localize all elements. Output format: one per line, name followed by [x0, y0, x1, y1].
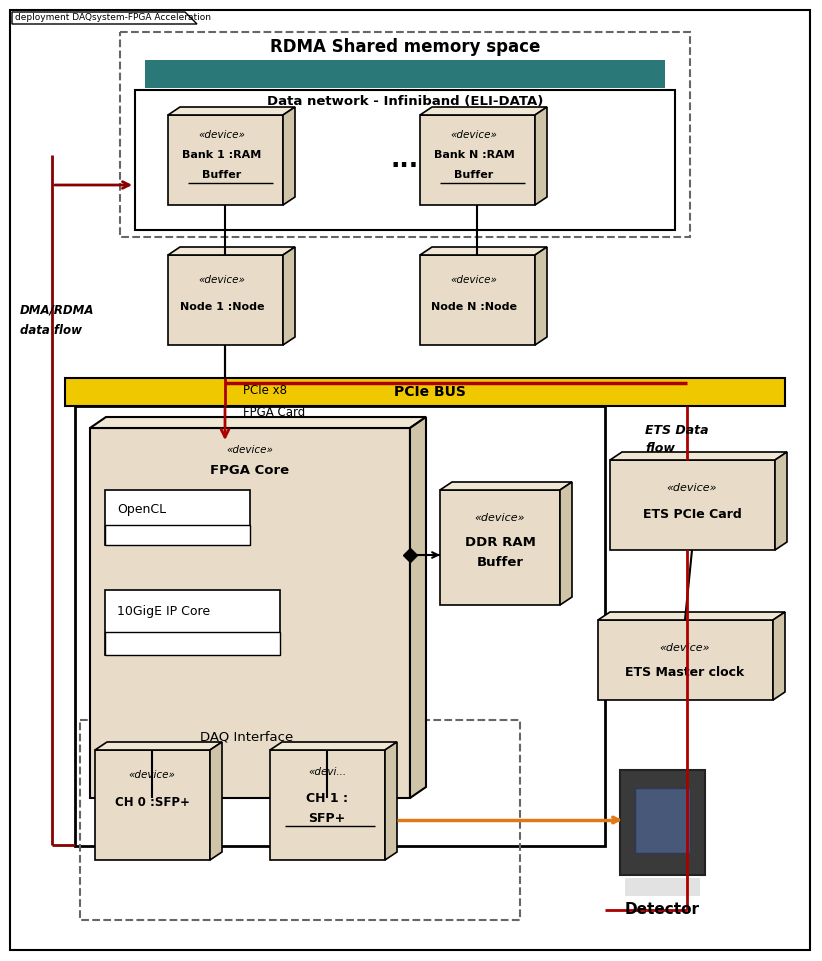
Text: DDR RAM: DDR RAM: [464, 535, 535, 549]
Polygon shape: [12, 12, 197, 24]
Bar: [105, 632, 280, 655]
Polygon shape: [610, 452, 787, 460]
Text: ETS PCIe Card: ETS PCIe Card: [643, 508, 741, 522]
Polygon shape: [420, 107, 547, 115]
Text: «device»: «device»: [667, 483, 718, 493]
Bar: [105, 525, 250, 545]
Polygon shape: [168, 107, 295, 115]
Text: Buffer: Buffer: [202, 170, 242, 180]
Text: PCIe x8: PCIe x8: [243, 383, 287, 397]
Polygon shape: [535, 107, 547, 205]
Text: FPGA Card: FPGA Card: [243, 407, 305, 420]
Bar: [635, 788, 690, 853]
Polygon shape: [168, 115, 283, 205]
Bar: [80, 720, 520, 920]
Text: Buffer: Buffer: [455, 170, 494, 180]
Bar: [65, 378, 785, 406]
Polygon shape: [270, 750, 385, 860]
Text: «device»: «device»: [128, 770, 175, 780]
Text: Data network - Infiniband (ELI-DATA): Data network - Infiniband (ELI-DATA): [267, 95, 543, 109]
Text: Node 1 :Node: Node 1 :Node: [180, 302, 264, 312]
Polygon shape: [95, 742, 222, 750]
Polygon shape: [610, 460, 775, 550]
Polygon shape: [598, 620, 773, 700]
Text: FPGA Core: FPGA Core: [210, 463, 289, 477]
Text: SFP+: SFP+: [308, 811, 345, 825]
Text: deployment DAQsystem-FPGA Acceleration: deployment DAQsystem-FPGA Acceleration: [15, 13, 211, 22]
Polygon shape: [270, 742, 397, 750]
Text: «device»: «device»: [450, 130, 497, 140]
Text: ETS Data: ETS Data: [645, 424, 709, 436]
Polygon shape: [90, 417, 426, 428]
Text: «device»: «device»: [199, 130, 246, 140]
Text: Buffer: Buffer: [477, 555, 524, 569]
Text: 10GigE IP Core: 10GigE IP Core: [117, 605, 210, 619]
Polygon shape: [535, 247, 547, 345]
Polygon shape: [95, 750, 210, 860]
Text: OpenCL: OpenCL: [117, 504, 166, 516]
Polygon shape: [410, 417, 426, 798]
Bar: [135, 90, 675, 230]
Bar: [625, 878, 700, 896]
Text: CH 1 :: CH 1 :: [306, 792, 348, 804]
Text: DMA/RDMA: DMA/RDMA: [20, 304, 95, 316]
Text: «device»: «device»: [199, 275, 246, 285]
Text: «device»: «device»: [450, 275, 497, 285]
Polygon shape: [420, 247, 547, 255]
Polygon shape: [775, 452, 787, 550]
Polygon shape: [168, 255, 283, 345]
Polygon shape: [168, 247, 295, 255]
Polygon shape: [420, 115, 535, 205]
Text: flow: flow: [645, 441, 675, 455]
Polygon shape: [440, 482, 572, 490]
Text: «device»: «device»: [660, 643, 710, 653]
Text: ...: ...: [391, 148, 419, 172]
Text: ETS Master clock: ETS Master clock: [626, 666, 745, 678]
Polygon shape: [598, 612, 785, 620]
Bar: [105, 590, 280, 655]
Text: Bank N :RAM: Bank N :RAM: [434, 150, 515, 160]
Polygon shape: [283, 247, 295, 345]
Bar: [145, 60, 665, 88]
Bar: [75, 406, 605, 846]
Polygon shape: [90, 428, 410, 798]
Polygon shape: [773, 612, 785, 700]
Text: PCIe BUS: PCIe BUS: [394, 385, 466, 399]
Polygon shape: [420, 255, 535, 345]
Bar: [620, 770, 705, 875]
Text: «devi...: «devi...: [308, 767, 346, 777]
Polygon shape: [560, 482, 572, 605]
Text: Bank 1 :RAM: Bank 1 :RAM: [182, 150, 261, 160]
Polygon shape: [210, 742, 222, 860]
Text: CH 0 :SFP+: CH 0 :SFP+: [114, 796, 189, 808]
Text: Node N :Node: Node N :Node: [431, 302, 517, 312]
Text: Detector: Detector: [625, 902, 700, 918]
Bar: [120, 32, 690, 237]
Text: RDMA Shared memory space: RDMA Shared memory space: [270, 38, 540, 56]
Polygon shape: [283, 107, 295, 205]
Text: data flow: data flow: [20, 324, 82, 336]
Polygon shape: [385, 742, 397, 860]
Polygon shape: [440, 490, 560, 605]
Text: «device»: «device»: [475, 513, 525, 523]
Text: DAQ Interface: DAQ Interface: [200, 730, 293, 744]
Text: «device»: «device»: [227, 445, 274, 455]
Bar: [105, 490, 250, 545]
